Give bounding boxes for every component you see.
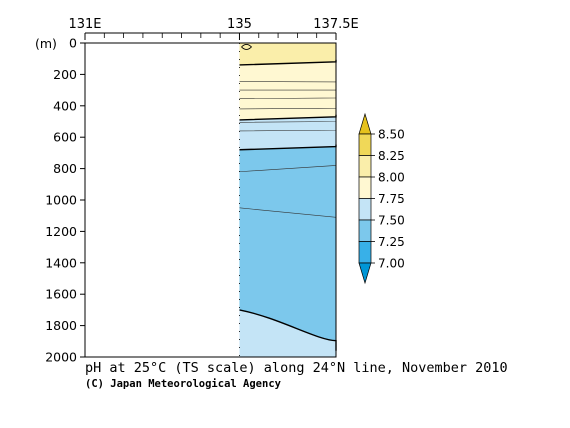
colorbar-label-0: 8.50 [378,128,405,142]
y-tick-label-1: 200 [53,67,77,82]
colorbar-box-3 [358,198,372,221]
colorbar-box-0 [358,133,372,156]
data-fill-layer [239,43,336,357]
band-7.25-7.50 [239,309,336,357]
band-7.75-8.00 [239,116,336,150]
colorbar-label-4: 7.50 [378,214,405,228]
y-tick-label-7: 1400 [45,255,77,270]
chart-credit: (C) Japan Meteorological Agency [85,378,282,390]
y-axis: 0 200 400 600 800 1000 1200 1400 1600 1800 2000 (m) [35,36,85,365]
y-unit-label: (m) [35,36,57,51]
band-7.50-7.75 [239,146,336,351]
colorbar: 8.50 8.25 8.00 7.75 7.50 7.25 7.00 [358,112,405,285]
colorbar-bottom-arrow [358,262,372,285]
y-tick-label-9: 1800 [45,318,77,333]
colorbar-label-1: 8.25 [378,149,405,163]
colorbar-box-5 [358,241,372,264]
band-8.25-8.50 [239,43,336,65]
x-tick-label-1: 135 [227,17,252,32]
y-tick-label-8: 1600 [45,287,77,302]
y-tick-label-5: 1000 [45,193,77,208]
x-tick-label-0: 131E [68,17,101,32]
colorbar-label-6: 7.00 [378,257,405,271]
colorbar-box-2 [358,176,372,199]
x-tick-label-2: 137.5E [313,17,358,32]
y-tick-label-6: 1200 [45,224,77,239]
colorbar-box-4 [358,219,372,242]
y-tick-label-0: 0 [69,36,77,51]
chart-title: pH at 25°C (TS scale) along 24°N line, N… [85,360,508,376]
colorbar-top-arrow [358,112,372,135]
colorbar-label-3: 7.75 [378,192,405,206]
x-axis: 131E 135 137.5E [68,17,359,40]
y-tick-label-4: 800 [53,161,77,176]
y-tick-label-10: 2000 [45,350,77,365]
colorbar-box-1 [358,155,372,178]
colorbar-label-2: 8.00 [378,171,405,185]
y-tick-label-2: 400 [53,98,77,113]
contour-loop [241,44,253,50]
contour-bold-3 [239,309,337,351]
band-8.00-8.25 [239,61,336,120]
colorbar-label-5: 7.25 [378,235,405,249]
y-tick-label-3: 600 [53,130,77,145]
